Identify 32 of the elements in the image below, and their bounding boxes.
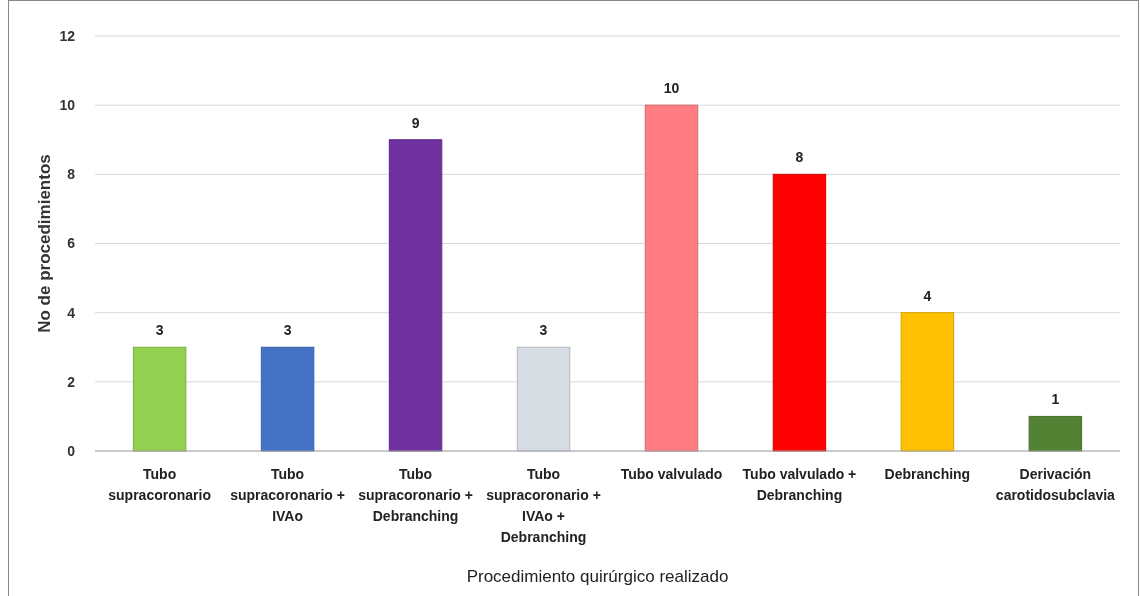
data-label: 1 [1051, 391, 1060, 408]
x-axis-title: Procedimiento quirúrgico realizado [466, 567, 729, 586]
bar [772, 173, 827, 452]
y-tick-label: 2 [67, 373, 76, 390]
data-label: 4 [923, 287, 932, 304]
y-axis-title: No de procedimientos [35, 154, 54, 333]
data-label: 8 [795, 149, 804, 166]
x-tick-label: Tubo supracoronario + Debranching [358, 466, 473, 524]
bar [260, 346, 315, 452]
x-tick-label: Tubo valvulado [620, 466, 723, 482]
y-tick-label: 10 [59, 97, 76, 114]
y-tick-label: 4 [67, 304, 76, 321]
bar [1028, 415, 1083, 452]
x-tick-label: Tubo supracoronario + IVAo [230, 466, 345, 524]
bar [132, 346, 187, 452]
data-label: 9 [411, 114, 420, 131]
x-tick-label: Derivación carotidosubclavia [995, 466, 1116, 503]
x-tick-label: Debranching [884, 466, 971, 482]
x-tick-label: Tubo valvulado + Debranching [742, 466, 857, 503]
x-tick-label: Tubo supracoronario [108, 466, 211, 503]
x-tick-label: Tubo supracoronario + IVAo + Debranching [486, 466, 601, 545]
y-tick-label: 8 [67, 166, 76, 183]
data-label: 3 [155, 322, 164, 339]
y-tick-label: 0 [67, 442, 76, 459]
data-label: 3 [539, 322, 548, 339]
y-tick-label: 6 [67, 235, 76, 252]
y-tick-label: 12 [59, 27, 76, 44]
bar [644, 104, 699, 452]
bar [900, 312, 955, 452]
bar [388, 139, 443, 452]
data-label: 10 [663, 80, 680, 97]
data-label: 3 [283, 322, 292, 339]
